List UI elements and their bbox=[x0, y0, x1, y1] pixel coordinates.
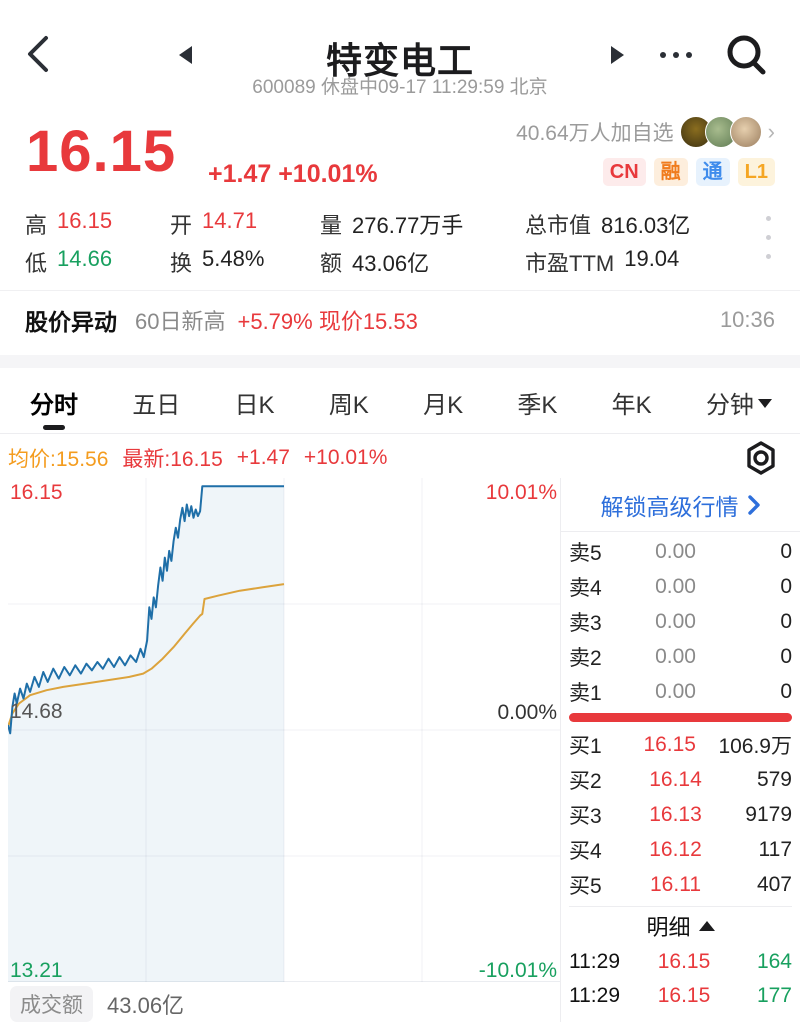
period-tabs: 分时 五日 日K 周K 月K 季K 年K 分钟 bbox=[0, 378, 800, 426]
buy-1-row[interactable]: 买1 16.15 106.9万 bbox=[569, 732, 792, 758]
axis-top-pct: 10.01% bbox=[485, 481, 557, 504]
chevron-right-icon: › bbox=[767, 119, 775, 144]
market-badges: CN 融 通 L1 bbox=[0, 158, 775, 186]
badge-connect: 通 bbox=[695, 158, 730, 186]
quote-stats: 高 16.15 开 14.71 量 276.77万手 总市值 816.03亿 低 14.6… bbox=[25, 205, 765, 281]
chevron-right-icon bbox=[747, 494, 760, 515]
axis-mid-price: 14.68 bbox=[10, 700, 63, 723]
buy-sell-ratio-bar bbox=[569, 713, 792, 722]
open-value: 14.71 bbox=[202, 208, 258, 233]
axis-bottom-price: 13.21 bbox=[10, 959, 63, 982]
followers-row[interactable]: 40.64万人加自选 › bbox=[0, 116, 775, 148]
tab-weekly-k[interactable]: 周K bbox=[328, 391, 369, 419]
pct-legend: +10.01% bbox=[303, 446, 388, 469]
amount-value: 43.06亿 bbox=[352, 251, 430, 276]
badge-l1: L1 bbox=[737, 158, 775, 186]
tab-monthly-k[interactable]: 月K bbox=[423, 391, 464, 419]
pe-label: 市盈TTM bbox=[525, 251, 615, 276]
chart-legend: 均价:15.56 最新:16.15 +1.47 +10.01% bbox=[8, 443, 728, 473]
unlock-label: 解锁高级行情 bbox=[600, 493, 739, 520]
alert-title: 股价异动 bbox=[25, 309, 117, 335]
stock-code-status: 600089 休盘中09-17 11:29:59 北京 bbox=[252, 77, 548, 98]
sell-4-row[interactable]: 卖4 0.00 0 bbox=[569, 574, 792, 600]
alert-change: +5.79% 现价15.53 bbox=[237, 309, 418, 334]
low-label: 低 bbox=[25, 251, 48, 276]
axis-bottom-pct: -10.01% bbox=[478, 959, 557, 982]
more-stats-icon[interactable] bbox=[766, 216, 771, 259]
pe-value: 19.04 bbox=[624, 246, 680, 271]
chevron-down-icon bbox=[757, 399, 772, 408]
turnover-value: 5.48% bbox=[202, 246, 265, 271]
last-price-legend: 最新:16.15 bbox=[122, 448, 223, 471]
minute-chart[interactable]: 16.15 14.68 13.21 10.01% 0.00% -10.01% bbox=[8, 478, 560, 982]
next-stock-icon[interactable] bbox=[611, 46, 624, 64]
chart-settings-icon[interactable] bbox=[744, 440, 778, 481]
tab-5day[interactable]: 五日 bbox=[132, 391, 181, 419]
minute-chart-canvas bbox=[8, 478, 560, 982]
amount-label: 额 bbox=[320, 251, 343, 276]
sell-2-row[interactable]: 卖2 0.00 0 bbox=[569, 644, 792, 670]
volume-label: 量 bbox=[320, 213, 343, 238]
volume-value: 276.77万手 bbox=[352, 213, 464, 238]
page-title: 特变电工 bbox=[325, 40, 474, 81]
tab-minute[interactable]: 分时 bbox=[30, 385, 78, 420]
more-menu-icon[interactable] bbox=[660, 52, 692, 58]
followers-count: 40.64万人加自选 bbox=[516, 122, 674, 145]
tab-minutes-dropdown[interactable]: 分钟 bbox=[706, 385, 772, 420]
last-price: 16.15 bbox=[26, 119, 177, 184]
low-value: 14.66 bbox=[57, 246, 113, 271]
turnover-label: 换 bbox=[170, 251, 193, 276]
turnover-footer: 成交额 43.06亿 bbox=[10, 986, 184, 1022]
open-label: 开 bbox=[170, 213, 193, 238]
order-book-panel: 解锁高级行情 卖5 0.00 0 卖4 0.00 0 卖3 0.00 0 卖2 0.00 0 卖… bbox=[560, 478, 800, 1022]
detail-title: 明细 bbox=[646, 915, 691, 940]
tab-quarterly-k[interactable]: 季K bbox=[517, 391, 558, 419]
axis-top-price: 16.15 bbox=[10, 481, 63, 504]
alert-time: 10:36 bbox=[719, 307, 775, 332]
sell-1-row[interactable]: 卖1 0.00 0 bbox=[569, 679, 792, 705]
buy-2-row[interactable]: 买2 16.14 579 bbox=[569, 767, 792, 793]
alert-desc: 60日新高 bbox=[135, 309, 226, 334]
trade-detail-row: 11:29 16.15 177 bbox=[569, 984, 792, 1007]
sell-3-row[interactable]: 卖3 0.00 0 bbox=[569, 609, 792, 635]
axis-mid-pct: 0.00% bbox=[497, 701, 557, 724]
avg-price-legend: 均价:15.56 bbox=[8, 448, 109, 471]
avatar bbox=[679, 116, 712, 148]
search-icon[interactable] bbox=[724, 32, 770, 83]
high-value: 16.15 bbox=[57, 208, 113, 233]
divider bbox=[569, 906, 792, 907]
price-change: +1.47 +10.01% bbox=[208, 160, 378, 188]
follower-avatars bbox=[679, 116, 762, 148]
market-cap-label: 总市值 bbox=[525, 213, 592, 238]
market-cap-value: 816.03亿 bbox=[601, 213, 691, 238]
badge-margin: 融 bbox=[653, 158, 688, 186]
trade-detail-toggle[interactable]: 明细 bbox=[569, 907, 792, 945]
sell-5-row[interactable]: 卖5 0.00 0 bbox=[569, 539, 792, 565]
tab-daily-k[interactable]: 日K bbox=[234, 391, 275, 419]
turnover-label: 成交额 bbox=[10, 986, 93, 1022]
trade-detail-row: 11:29 16.15 164 bbox=[569, 950, 792, 973]
back-icon[interactable] bbox=[24, 34, 54, 74]
badge-cn: CN bbox=[602, 158, 646, 186]
buy-3-row[interactable]: 买3 16.13 9179 bbox=[569, 802, 792, 828]
change-legend: +1.47 bbox=[236, 446, 290, 469]
chevron-up-icon bbox=[698, 921, 715, 931]
divider bbox=[0, 290, 800, 291]
section-divider bbox=[0, 355, 800, 368]
avatar bbox=[729, 116, 762, 148]
price-alert-row[interactable]: 股价异动 60日新高 +5.79% 现价15.53 10:36 bbox=[25, 303, 775, 337]
buy-4-row[interactable]: 买4 16.12 117 bbox=[569, 837, 792, 863]
turnover-value: 43.06亿 bbox=[107, 993, 185, 1018]
buy-5-row[interactable]: 买5 16.11 407 bbox=[569, 872, 792, 898]
divider bbox=[0, 433, 800, 434]
prev-stock-icon[interactable] bbox=[179, 46, 192, 64]
tab-yearly-k[interactable]: 年K bbox=[611, 391, 652, 419]
order-book: 卖5 0.00 0 卖4 0.00 0 卖3 0.00 0 卖2 0.00 0 卖1 0.00 0 … bbox=[561, 532, 800, 1013]
high-label: 高 bbox=[25, 213, 48, 238]
unlock-advanced-quotes-link[interactable]: 解锁高级行情 bbox=[561, 478, 800, 532]
